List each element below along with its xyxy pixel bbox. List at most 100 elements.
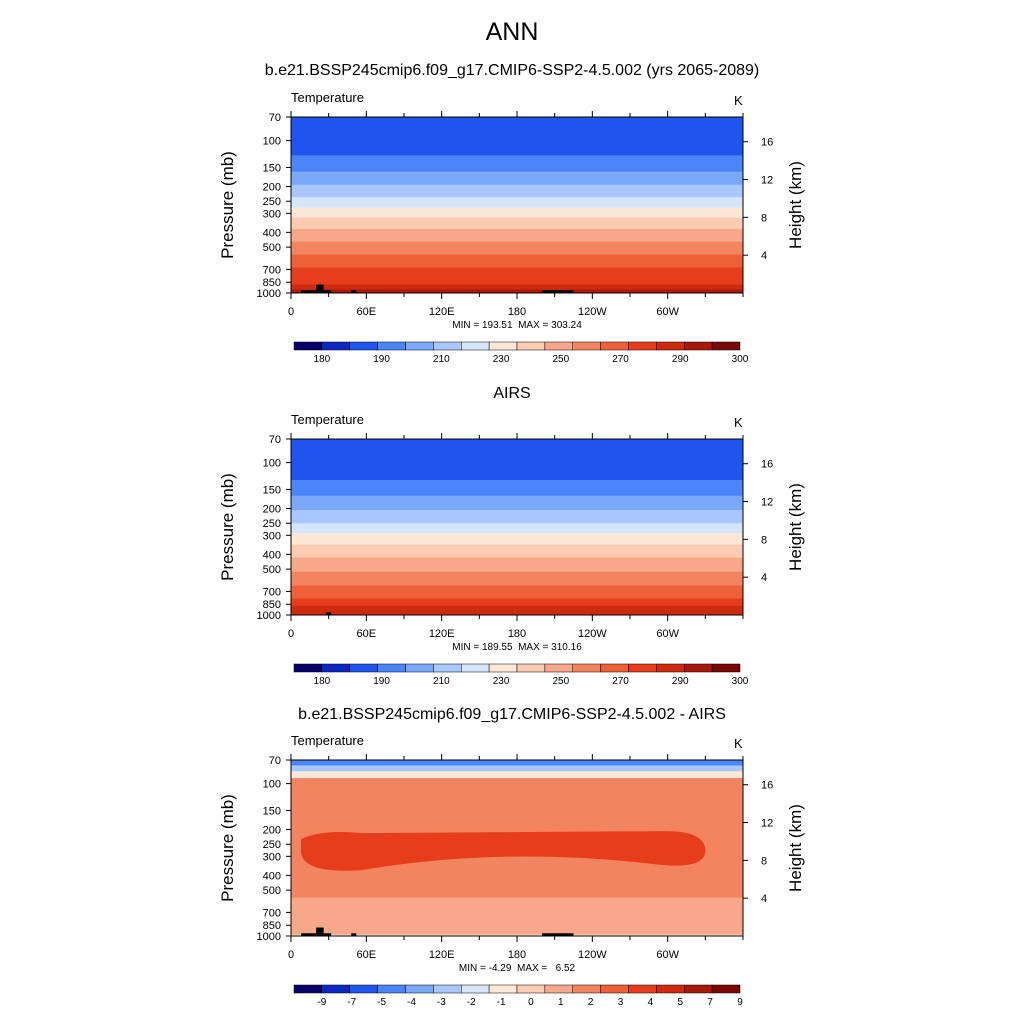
y-tick-label: 300 [263,851,281,863]
colorbar-swatch [461,341,490,351]
y-axis-label: Pressure (mb) [218,473,237,581]
y-axis-right-label: Height (km) [786,804,805,892]
y-tick-label: 70 [269,434,281,446]
colorbar-swatch [544,341,573,351]
colorbar-label: 250 [552,676,569,687]
x-tick-label: 60W [656,306,679,318]
colorbar-label: 5 [677,997,683,1008]
right-y-tick-label: 12 [761,818,773,830]
colorbar-swatch [488,341,518,351]
contour-band [291,557,743,573]
y-tick-label: 1000 [257,288,281,300]
terrain-mask [316,284,324,293]
colorbar-swatch [628,663,657,673]
contour-band [291,117,743,142]
figure-title: ANN [485,18,539,46]
x-tick-label: 0 [288,628,294,640]
y-tick-label: 400 [263,227,281,239]
colorbar-swatch [628,984,657,994]
panel-title: AIRS [493,385,531,402]
warm-anomaly-region [301,831,706,871]
colorbar-label: 1 [558,997,564,1008]
terrain-mask [301,933,332,936]
colorbar-label: 3 [618,997,624,1008]
right-y-tick-label: 16 [761,780,773,792]
colorbar-swatch [377,341,406,351]
colorbar-swatch [684,984,713,994]
colorbar-swatch [321,663,350,673]
x-tick-label: 120E [429,949,455,961]
colorbar-label: 300 [732,676,749,687]
right-y-tick-label: 8 [761,212,767,224]
contour-band [291,544,743,559]
x-tick-label: 60E [357,306,377,318]
colorbar-swatch [516,984,546,994]
colorbar-swatch [349,984,378,994]
y-tick-label: 300 [263,530,281,542]
y-tick-label: 150 [263,162,281,174]
min-max-stats: MIN = -4.29 MAX = 6.52 [458,963,576,974]
colorbar-swatch [349,341,378,351]
colorbar-label: -9 [317,997,326,1008]
colorbar-label: -7 [347,997,356,1008]
colorbar-label: 190 [373,676,390,687]
colorbar-label: 300 [732,354,749,365]
y-tick-label: 1000 [257,610,281,622]
panel-title: b.e21.BSSP245cmip6.f09_g17.CMIP6-SSP2-4.… [298,706,726,723]
variable-label: Temperature [291,733,364,748]
colorbar-swatch [461,663,490,673]
y-tick-label: 500 [263,885,281,897]
right-y-tick-label: 4 [761,572,767,584]
x-tick-label: 180 [508,949,526,961]
right-y-tick-label: 16 [761,137,773,149]
contour-band [291,765,743,772]
colorbar-swatch [572,663,601,673]
colorbar-swatch [433,341,462,351]
x-tick-label: 0 [288,306,294,318]
contour-band [291,217,743,230]
right-y-tick-label: 8 [761,534,767,546]
y-tick-label: 150 [263,484,281,496]
right-y-tick-label: 8 [761,855,767,867]
variable-label: Temperature [291,90,364,105]
colorbar-swatch [600,341,629,351]
contour-band [291,479,743,497]
colorbar-swatch [488,663,518,673]
contour-band [291,439,743,464]
colorbar-label: -3 [437,997,446,1008]
contour-band [291,510,743,524]
x-tick-label: 0 [288,949,294,961]
colorbar-swatch [321,984,350,994]
contour-band [291,897,743,936]
x-tick-label: 180 [508,306,526,318]
contour-band [291,523,743,534]
panel-title: b.e21.BSSP245cmip6.f09_g17.CMIP6-SSP2-4.… [264,62,760,79]
colorbar-label: -1 [497,997,506,1008]
colorbar-swatch [349,663,378,673]
y-tick-label: 700 [263,264,281,276]
y-tick-label: 1000 [257,931,281,943]
x-tick-label: 120W [578,949,607,961]
right-y-tick-label: 16 [761,459,773,471]
y-tick-label: 100 [263,136,281,148]
colorbar-swatch [600,663,629,673]
contour-band [291,207,743,219]
terrain-mask [542,290,574,293]
colorbar-label: 2 [588,997,594,1008]
contour-band [291,254,743,268]
y-tick-label: 200 [263,181,281,193]
y-tick-label: 250 [263,839,281,851]
terrain-mask [326,612,332,615]
colorbar-swatch [684,341,713,351]
x-tick-label: 60W [656,628,679,640]
terrain-mask [316,927,324,936]
colorbar-swatch [600,984,629,994]
colorbar-swatch [405,663,434,673]
contour-band [291,197,743,209]
contour-band [291,934,743,937]
y-tick-label: 250 [263,518,281,530]
colorbar-swatch [293,984,323,994]
y-axis-label: Pressure (mb) [218,794,237,902]
